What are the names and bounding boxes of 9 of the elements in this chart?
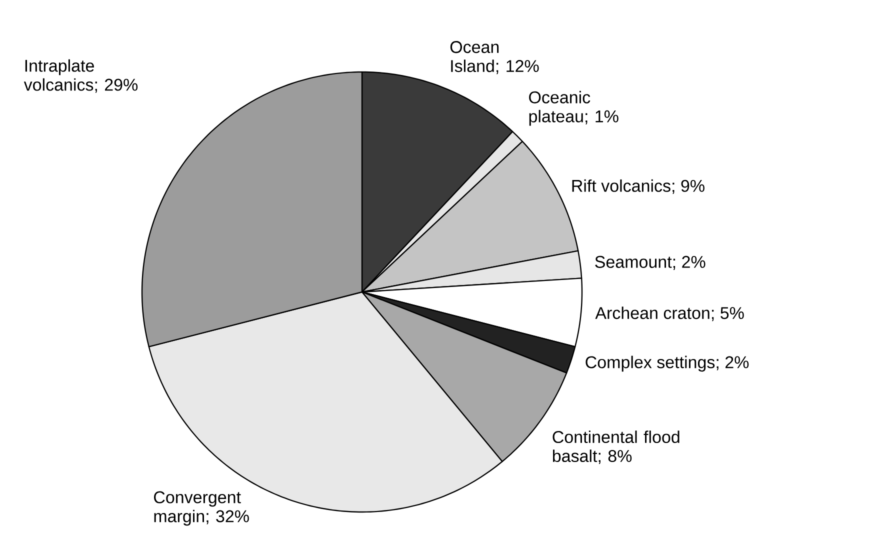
slice-label: Complex settings; 2%	[586, 356, 749, 372]
slice-label: Continental flood basalt; 8%	[552, 430, 680, 464]
slice-label: Seamount; 2%	[595, 256, 706, 270]
slice-label: Archean craton; 5%	[595, 306, 744, 322]
slice-label: Convergent margin; 32%	[154, 491, 249, 526]
slice-label: Rift volcanics; 9%	[572, 179, 704, 194]
slice-label: Ocean Island; 12%	[450, 41, 539, 74]
slice-label: Oceanic plateau; 1%	[529, 90, 618, 126]
slice-label: Intraplate volcanics; 29%	[24, 59, 138, 93]
